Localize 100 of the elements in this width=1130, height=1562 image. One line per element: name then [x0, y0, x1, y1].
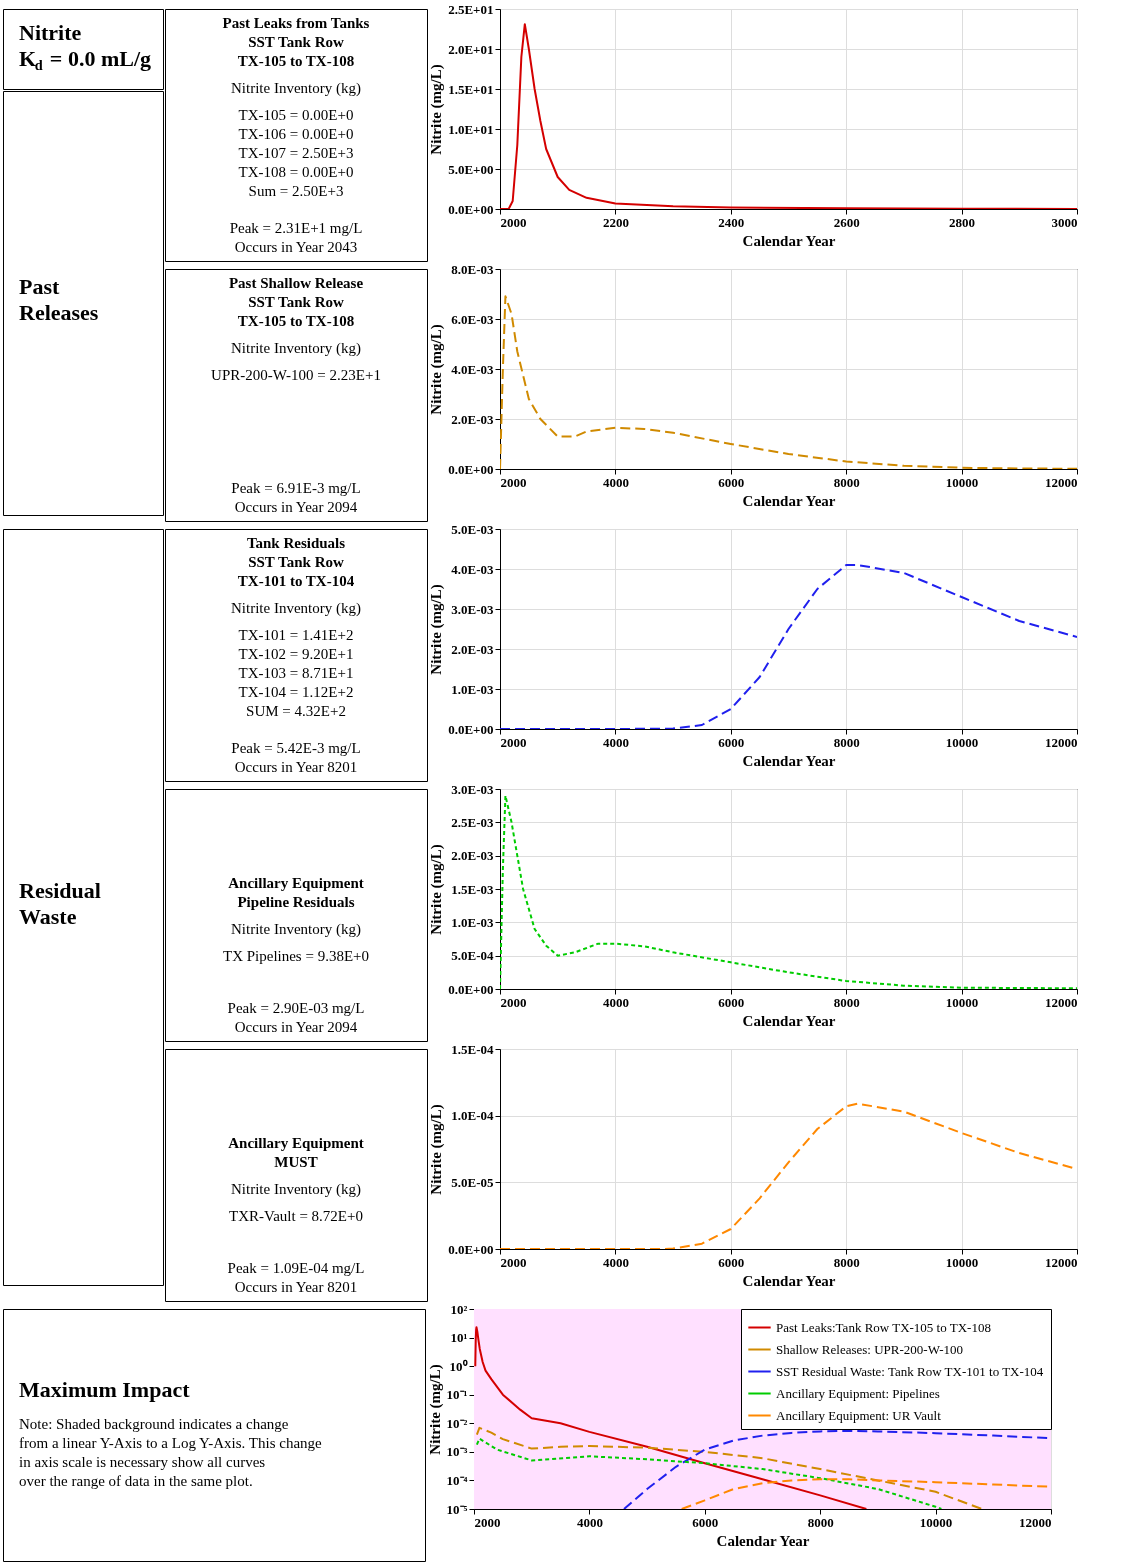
x-tick-label: 8000 [833, 474, 860, 490]
y-axis-title: Nitrite (mg/L) [426, 1364, 444, 1455]
x-tick-label: 2000 [500, 1254, 527, 1270]
y-tick-label: 5.0E-04 [451, 948, 494, 964]
text: Tank Residuals SST Tank Row TX-101 to TX-104 [237, 535, 355, 589]
y-tick-label: 0.0E+00 [448, 721, 494, 737]
text: SUM = 4.32E+2 [246, 703, 346, 719]
text: Ancillary Equipment MUST [228, 1135, 364, 1170]
y-tick-label: 4.0E-03 [451, 561, 494, 577]
y-tick-label: 5.0E-03 [451, 521, 494, 537]
legend-label: Ancillary Equipment: UR Vault [776, 1407, 942, 1423]
text: Peak = 5.42E-3 mg/L [231, 740, 361, 756]
x-tick-label: 2000 [500, 734, 527, 750]
legend-label: Shallow Releases: UPR-200-W-100 [776, 1341, 964, 1357]
legend-label: Ancillary Equipment: Pipelines [776, 1385, 940, 1401]
text: Past Leaks from Tanks SST Tank Row TX-105 to TX-108 [222, 15, 370, 69]
text: TX-104 = 1.12E+2 [238, 684, 354, 700]
y-axis-title: Nitrite (mg/L) [428, 64, 446, 155]
text: TXR-Vault = 8.72E+0 [229, 1208, 363, 1224]
line-series [475, 1426, 983, 1509]
x-tick-label: 6000 [718, 734, 745, 750]
text: UPR-200-W-100 = 2.23E+1 [211, 367, 381, 383]
x-tick-label: 3000 [1051, 214, 1078, 230]
x-tick-label: 2800 [949, 214, 976, 230]
x-tick-label: 2200 [602, 214, 629, 230]
y-tick-label: 1.0E-03 [451, 681, 494, 697]
text: Residual Waste [19, 878, 101, 929]
text: Occurs in Year 8201 [234, 759, 358, 775]
x-axis-title: Calendar Year [716, 1532, 810, 1549]
y-tick-label: 2.0E-03 [451, 411, 494, 427]
text: from a linear Y-Axis to a Log Y-Axis. This change [19, 1435, 323, 1451]
x-tick-label: 4000 [602, 734, 629, 750]
y-tick-label: 4.0E-03 [451, 361, 494, 377]
y-tick-label: 0.0E+00 [448, 981, 494, 997]
y-tick-label: 0.0E+00 [448, 1241, 494, 1257]
y-tick-label: 0.0E+00 [448, 201, 494, 217]
y-tick-label: 2.0E+01 [448, 41, 494, 57]
y-axis-title: Nitrite (mg/L) [428, 1104, 446, 1195]
x-tick-label: 2000 [500, 994, 527, 1010]
x-axis-title: Calendar Year [742, 1272, 836, 1289]
text: TX-108 = 0.00E+0 [238, 164, 354, 180]
y-tick-label: 0.0E+00 [448, 461, 494, 477]
text: Occurs in Year 8201 [234, 1279, 358, 1295]
y-tick-label: 3.0E-03 [451, 781, 494, 797]
y-tick-label: 10⁻⁵ [446, 1501, 468, 1517]
line-series [475, 1437, 943, 1509]
text: Nitrite Inventory (kg) [231, 600, 361, 617]
text: Past Shallow Release SST Tank Row TX-105 to TX-108 [228, 275, 364, 329]
y-tick-label: 8.0E-03 [451, 261, 494, 277]
y-tick-label: 10⁻⁴ [446, 1472, 468, 1488]
x-tick-label: 12000 [1045, 474, 1078, 490]
text: Nitrite Inventory (kg) [231, 340, 361, 357]
y-tick-label: 10¹ [450, 1330, 468, 1346]
text: TX-106 = 0.00E+0 [238, 126, 354, 142]
y-tick-label: 10⁻² [446, 1415, 468, 1431]
y-tick-label: 3.0E-03 [451, 601, 494, 617]
legend-label: Past Leaks:Tank Row TX-105 to TX-108 [776, 1319, 991, 1335]
x-tick-label: 4000 [602, 1254, 629, 1270]
text: Nitrite Inventory (kg) [231, 921, 361, 938]
y-tick-label: 1.0E-04 [451, 1108, 494, 1124]
text: Peak = 6.91E-3 mg/L [231, 480, 361, 496]
x-tick-label: 10000 [945, 474, 979, 490]
y-tick-label: 10⁻¹ [446, 1387, 468, 1403]
text: Occurs in Year 2094 [234, 499, 358, 515]
text: TX-103 = 8.71E+1 [238, 665, 354, 681]
y-tick-label: 10⁻³ [446, 1444, 468, 1460]
x-tick-label: 12000 [1045, 734, 1078, 750]
x-axis-title: Calendar Year [742, 1012, 836, 1029]
x-tick-label: 6000 [718, 1254, 745, 1270]
text: TX-102 = 9.20E+1 [238, 646, 354, 662]
x-axis-title: Calendar Year [742, 752, 836, 769]
x-tick-label: 2000 [500, 214, 527, 230]
y-tick-label: 2.0E-03 [451, 848, 494, 864]
legend-label: SST Residual Waste: Tank Row TX-101 to TX-104 [776, 1363, 1044, 1379]
x-tick-label: 2600 [833, 214, 860, 230]
y-tick-label: 5.0E-05 [451, 1174, 494, 1190]
text: Peak = 2.90E-03 mg/L [227, 1000, 365, 1016]
text: TX Pipelines = 9.38E+0 [222, 948, 370, 964]
y-tick-label: 10² [450, 1301, 468, 1317]
y-axis-title: Nitrite (mg/L) [428, 324, 446, 415]
text: Peak = 1.09E-04 mg/L [227, 1260, 365, 1276]
y-tick-label: 10⁰ [449, 1358, 468, 1374]
text: Nitrite Inventory (kg) [231, 1181, 361, 1198]
x-tick-label: 2000 [474, 1514, 501, 1530]
y-tick-label: 2.5E-03 [451, 814, 494, 830]
text: Sum = 2.50E+3 [248, 183, 344, 199]
x-tick-label: 6000 [692, 1514, 719, 1530]
y-axis-title: Nitrite (mg/L) [428, 844, 446, 935]
text: Peak = 2.31E+1 mg/L [229, 220, 363, 236]
text: TX-101 = 1.41E+2 [238, 627, 354, 643]
y-tick-label: 2.5E+01 [448, 1, 494, 17]
x-tick-label: 12000 [1019, 1514, 1052, 1530]
x-tick-label: 8000 [833, 1254, 860, 1270]
text: Occurs in Year 2094 [234, 1019, 358, 1035]
text: Ancillary Equipment Pipeline Residuals [228, 875, 364, 910]
x-tick-label: 10000 [945, 994, 979, 1010]
y-axis-title: Nitrite (mg/L) [428, 584, 446, 675]
x-tick-label: 4000 [602, 994, 629, 1010]
text: Note: Shaded background indicates a change [19, 1416, 289, 1432]
x-tick-label: 8000 [807, 1514, 834, 1530]
